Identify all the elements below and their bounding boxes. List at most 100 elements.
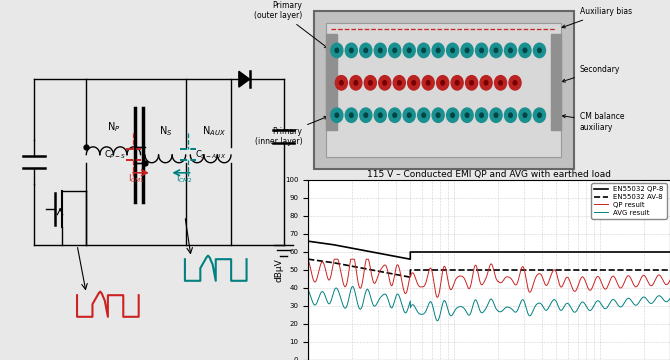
Circle shape <box>519 108 531 122</box>
Circle shape <box>465 113 469 117</box>
AVG result <box>323 298 331 302</box>
Circle shape <box>389 108 401 122</box>
Circle shape <box>340 81 343 85</box>
Circle shape <box>393 113 397 117</box>
FancyBboxPatch shape <box>326 23 561 157</box>
Circle shape <box>436 113 440 117</box>
Circle shape <box>509 113 513 117</box>
EN55032 AV-8 <box>330 261 338 265</box>
Text: C$_{P-S}$: C$_{P-S}$ <box>104 149 126 161</box>
QP result <box>480 279 488 283</box>
Circle shape <box>331 43 343 58</box>
Circle shape <box>490 108 502 122</box>
Circle shape <box>350 48 353 53</box>
Circle shape <box>513 81 517 85</box>
AVG result <box>433 319 442 323</box>
EN55032 AV-8 <box>666 268 670 272</box>
AVG result <box>656 294 664 298</box>
Circle shape <box>470 81 474 85</box>
Circle shape <box>451 113 454 117</box>
Text: Primary
(inner layer): Primary (inner layer) <box>255 116 327 146</box>
Text: CM balance
auxiliary: CM balance auxiliary <box>562 112 624 132</box>
QP result <box>330 257 338 261</box>
EN55032 AV-8 <box>304 257 312 261</box>
Circle shape <box>494 113 498 117</box>
Circle shape <box>451 48 454 53</box>
QP result <box>304 258 312 262</box>
EN55032 QP-8 <box>330 243 338 247</box>
Circle shape <box>480 48 483 53</box>
Circle shape <box>345 108 357 122</box>
Circle shape <box>354 81 358 85</box>
Circle shape <box>480 113 483 117</box>
AVG result <box>666 296 670 301</box>
Circle shape <box>412 81 415 85</box>
QP result <box>656 273 664 278</box>
Circle shape <box>407 48 411 53</box>
Circle shape <box>417 43 429 58</box>
Circle shape <box>345 43 357 58</box>
Text: C$_{S-AUX}$: C$_{S-AUX}$ <box>196 149 226 161</box>
Circle shape <box>505 108 517 122</box>
Circle shape <box>509 48 513 53</box>
Text: I$_{CM1}$: I$_{CM1}$ <box>128 173 145 185</box>
Circle shape <box>403 108 415 122</box>
Circle shape <box>494 48 498 53</box>
EN55032 QP-8 <box>666 250 670 254</box>
Bar <box>551 34 561 130</box>
Legend: EN55032 QP-8, EN55032 AV-8, QP result, AVG result: EN55032 QP-8, EN55032 AV-8, QP result, A… <box>591 184 667 219</box>
Circle shape <box>519 43 531 58</box>
Circle shape <box>350 113 353 117</box>
Circle shape <box>360 108 372 122</box>
Circle shape <box>447 43 459 58</box>
Circle shape <box>466 76 478 90</box>
AVG result <box>471 298 479 302</box>
Text: N$_{AUX}$: N$_{AUX}$ <box>202 124 226 138</box>
Circle shape <box>505 43 517 58</box>
QP result <box>323 272 331 276</box>
Circle shape <box>537 113 541 117</box>
Circle shape <box>480 76 492 90</box>
EN55032 QP-8 <box>406 257 414 261</box>
Circle shape <box>335 113 338 117</box>
Circle shape <box>331 108 343 122</box>
Circle shape <box>461 43 473 58</box>
Circle shape <box>432 43 444 58</box>
AVG result <box>480 309 488 313</box>
Text: Secondary: Secondary <box>562 65 620 82</box>
Circle shape <box>397 81 401 85</box>
Circle shape <box>336 76 347 90</box>
EN55032 AV-8 <box>406 268 414 272</box>
EN55032 AV-8 <box>406 275 414 279</box>
Circle shape <box>379 48 382 53</box>
Circle shape <box>533 108 545 122</box>
Circle shape <box>437 76 449 90</box>
AVG result <box>590 304 598 309</box>
Y-axis label: dBµV: dBµV <box>275 258 283 282</box>
Circle shape <box>436 48 440 53</box>
FancyBboxPatch shape <box>314 11 574 169</box>
QP result <box>433 295 442 300</box>
Circle shape <box>447 108 459 122</box>
Circle shape <box>350 76 362 90</box>
Circle shape <box>537 48 541 53</box>
AVG result <box>304 288 312 293</box>
Circle shape <box>393 76 405 90</box>
Circle shape <box>379 76 391 90</box>
Circle shape <box>422 113 425 117</box>
Circle shape <box>494 76 507 90</box>
Circle shape <box>417 108 429 122</box>
Circle shape <box>484 81 488 85</box>
Circle shape <box>383 81 387 85</box>
Circle shape <box>389 43 401 58</box>
Circle shape <box>456 81 459 85</box>
Circle shape <box>375 108 387 122</box>
Line: EN55032 QP-8: EN55032 QP-8 <box>308 241 670 259</box>
Circle shape <box>375 43 387 58</box>
Circle shape <box>461 108 473 122</box>
Bar <box>326 34 337 130</box>
Circle shape <box>369 81 372 85</box>
Line: AVG result: AVG result <box>308 287 670 321</box>
Circle shape <box>364 76 377 90</box>
Circle shape <box>407 76 419 90</box>
